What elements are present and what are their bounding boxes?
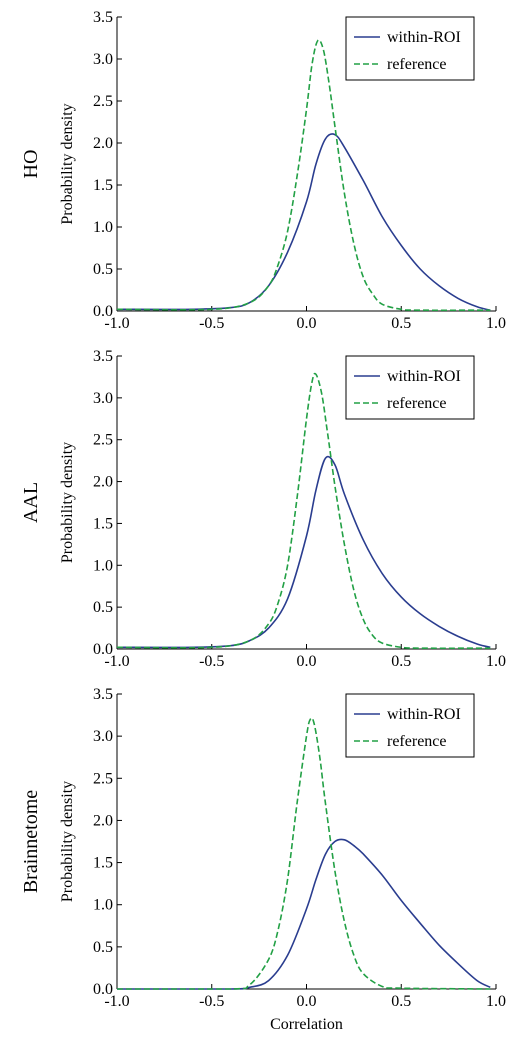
x-tick-label: 0.0 [297, 653, 317, 670]
x-tick-label: 0.5 [391, 653, 411, 670]
legend-label: reference [387, 56, 447, 73]
y-tick-label: 0.0 [93, 641, 113, 658]
series-line-within-roi [116, 133, 491, 311]
series-line-within-roi [117, 838, 491, 990]
y-tick-label: 2.5 [93, 93, 113, 110]
x-tick-label: 0.0 [297, 993, 317, 1010]
series-line-reference [116, 372, 491, 650]
y-tick-label: 1.5 [93, 855, 113, 872]
x-tick-label: -1.0 [104, 993, 129, 1010]
row-label: AAL [20, 482, 42, 523]
y-tick-label: 2.5 [93, 770, 113, 787]
x-tick-label: -1.0 [104, 315, 129, 332]
series-line-reference [116, 39, 491, 312]
y-tick-label: 2.0 [93, 812, 113, 829]
y-tick-label: 1.5 [93, 515, 113, 532]
y-tick-label: 0.5 [93, 939, 113, 956]
y-axis-label: Probability density [59, 103, 76, 224]
x-tick-label: -0.5 [199, 653, 224, 670]
x-tick-label: 0.0 [297, 315, 317, 332]
y-tick-label: 3.0 [93, 728, 113, 745]
y-tick-label: 1.5 [93, 177, 113, 194]
x-axis-label: Correlation [270, 1016, 343, 1033]
panel-3: 0.0 0.5 1.0 1.5 2.0 2.5 3.0 3.5 -1.0 -0.5 0.0 0.5 1.… [20, 686, 506, 1033]
y-tick-label: 1.0 [93, 897, 113, 914]
legend-box [345, 693, 475, 758]
series-line-reference [117, 717, 491, 990]
y-tick-label: 1.0 [93, 557, 113, 574]
x-tick-label: 0.5 [391, 993, 411, 1010]
legend-label: within-ROI [387, 706, 461, 723]
y-tick-label: 2.0 [93, 135, 113, 152]
y-tick-label: 2.0 [93, 474, 113, 491]
row-label: HO [20, 150, 42, 179]
x-tick-label: 0.5 [391, 315, 411, 332]
x-tick-label: 1.0 [486, 993, 506, 1010]
y-tick-label: 3.0 [93, 390, 113, 407]
y-tick-label: 0.0 [93, 981, 113, 998]
y-tick-label: 0.5 [93, 599, 113, 616]
legend-box [345, 16, 475, 81]
legend-box [345, 355, 475, 420]
panel-1: 0.0 0.5 1.0 1.5 2.0 2.5 3.0 3.5 -1.0 -0.5 0.0 0.5 1.… [20, 9, 506, 332]
x-tick-label: -0.5 [199, 315, 224, 332]
y-tick-label: 3.5 [93, 9, 113, 26]
y-tick-label: 0.5 [93, 261, 113, 278]
y-tick-label: 1.0 [93, 219, 113, 236]
x-tick-label: 1.0 [486, 315, 506, 332]
y-tick-label: 3.0 [93, 51, 113, 68]
series-line-within-roi [116, 455, 491, 649]
y-axis-label: Probability density [59, 442, 76, 563]
row-label: Brainnetome [20, 790, 42, 893]
legend-label: reference [387, 395, 447, 412]
legend-label: within-ROI [387, 368, 461, 385]
y-tick-label: 3.5 [93, 348, 113, 365]
legend-label: within-ROI [387, 29, 461, 46]
x-tick-label: -1.0 [104, 653, 129, 670]
y-tick-label: 0.0 [93, 303, 113, 320]
y-axis-label: Probability density [59, 781, 76, 902]
x-tick-label: 1.0 [486, 653, 506, 670]
panel-2: 0.0 0.5 1.0 1.5 2.0 2.5 3.0 3.5 -1.0 -0.5 0.0 0.5 1.… [20, 348, 506, 670]
x-tick-label: -0.5 [199, 993, 224, 1010]
legend-label: reference [387, 733, 447, 750]
y-tick-label: 3.5 [93, 686, 113, 703]
y-tick-label: 2.5 [93, 432, 113, 449]
